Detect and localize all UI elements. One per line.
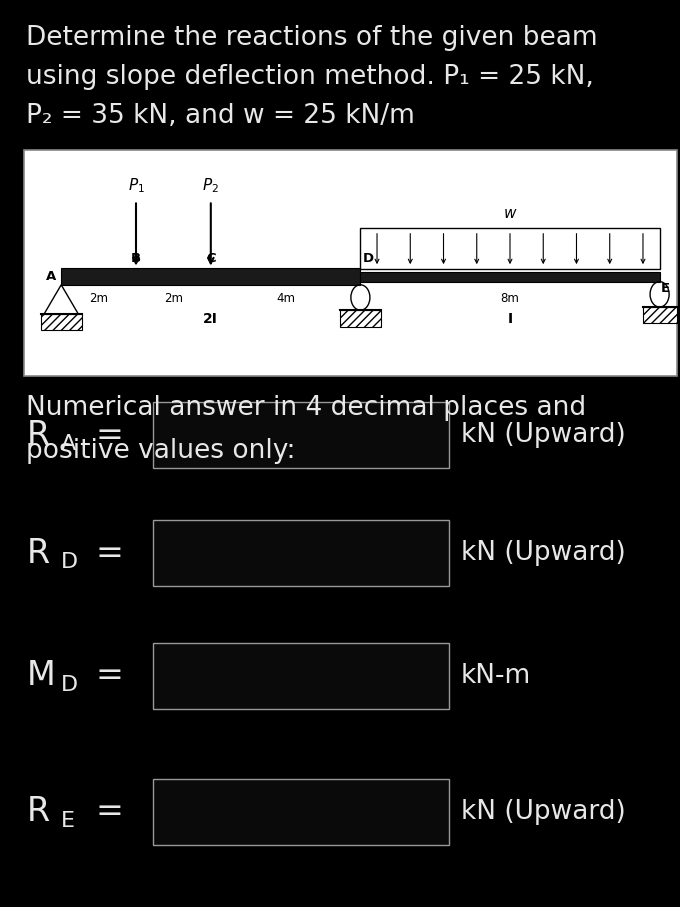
Polygon shape (44, 285, 78, 314)
Text: C: C (206, 252, 216, 265)
Text: 8m: 8m (500, 292, 520, 305)
Bar (360, 228, 660, 269)
Text: I: I (507, 312, 513, 326)
Text: Determine the reactions of the given beam: Determine the reactions of the given bea… (26, 25, 598, 52)
Text: M: M (27, 659, 56, 692)
Text: E: E (61, 811, 75, 831)
Text: R: R (27, 419, 50, 452)
Text: kN (Upward): kN (Upward) (461, 423, 626, 448)
Text: $P_1$: $P_1$ (128, 176, 144, 195)
Text: using slope deflection method. P₁ = 25 kN,: using slope deflection method. P₁ = 25 k… (26, 64, 594, 91)
Text: R: R (27, 795, 50, 828)
Bar (153, 778, 449, 845)
Bar (24, 150, 677, 376)
Text: 4m: 4m (276, 292, 295, 305)
Text: kN-m: kN-m (461, 663, 531, 688)
Text: =: = (95, 659, 123, 692)
Text: =: = (95, 419, 123, 452)
Text: kN (Upward): kN (Upward) (461, 541, 626, 566)
Bar (340, 310, 381, 327)
Text: kN (Upward): kN (Upward) (461, 799, 626, 824)
Text: E: E (661, 281, 670, 295)
Text: B: B (131, 252, 141, 265)
Text: Numerical answer in 4 decimal places and: Numerical answer in 4 decimal places and (26, 395, 586, 421)
Bar (61, 268, 360, 285)
Text: $P_2$: $P_2$ (203, 176, 219, 195)
Text: D: D (363, 252, 374, 265)
Text: P₂ = 35 kN, and w = 25 kN/m: P₂ = 35 kN, and w = 25 kN/m (26, 103, 415, 130)
Bar (153, 403, 449, 468)
Bar (153, 642, 449, 709)
Bar (643, 307, 677, 324)
Text: A: A (61, 434, 76, 454)
Bar (153, 520, 449, 586)
Text: $w$: $w$ (503, 206, 517, 221)
Text: D: D (61, 675, 78, 695)
Text: 2m: 2m (164, 292, 183, 305)
Text: A: A (46, 270, 56, 283)
Bar (360, 272, 660, 281)
Text: positive values only:: positive values only: (26, 438, 295, 464)
Text: R: R (27, 537, 50, 570)
Text: D: D (61, 552, 78, 572)
Text: =: = (95, 795, 123, 828)
Text: 2I: 2I (203, 312, 218, 326)
Bar (41, 314, 82, 330)
Text: =: = (95, 537, 123, 570)
Text: 2m: 2m (89, 292, 108, 305)
